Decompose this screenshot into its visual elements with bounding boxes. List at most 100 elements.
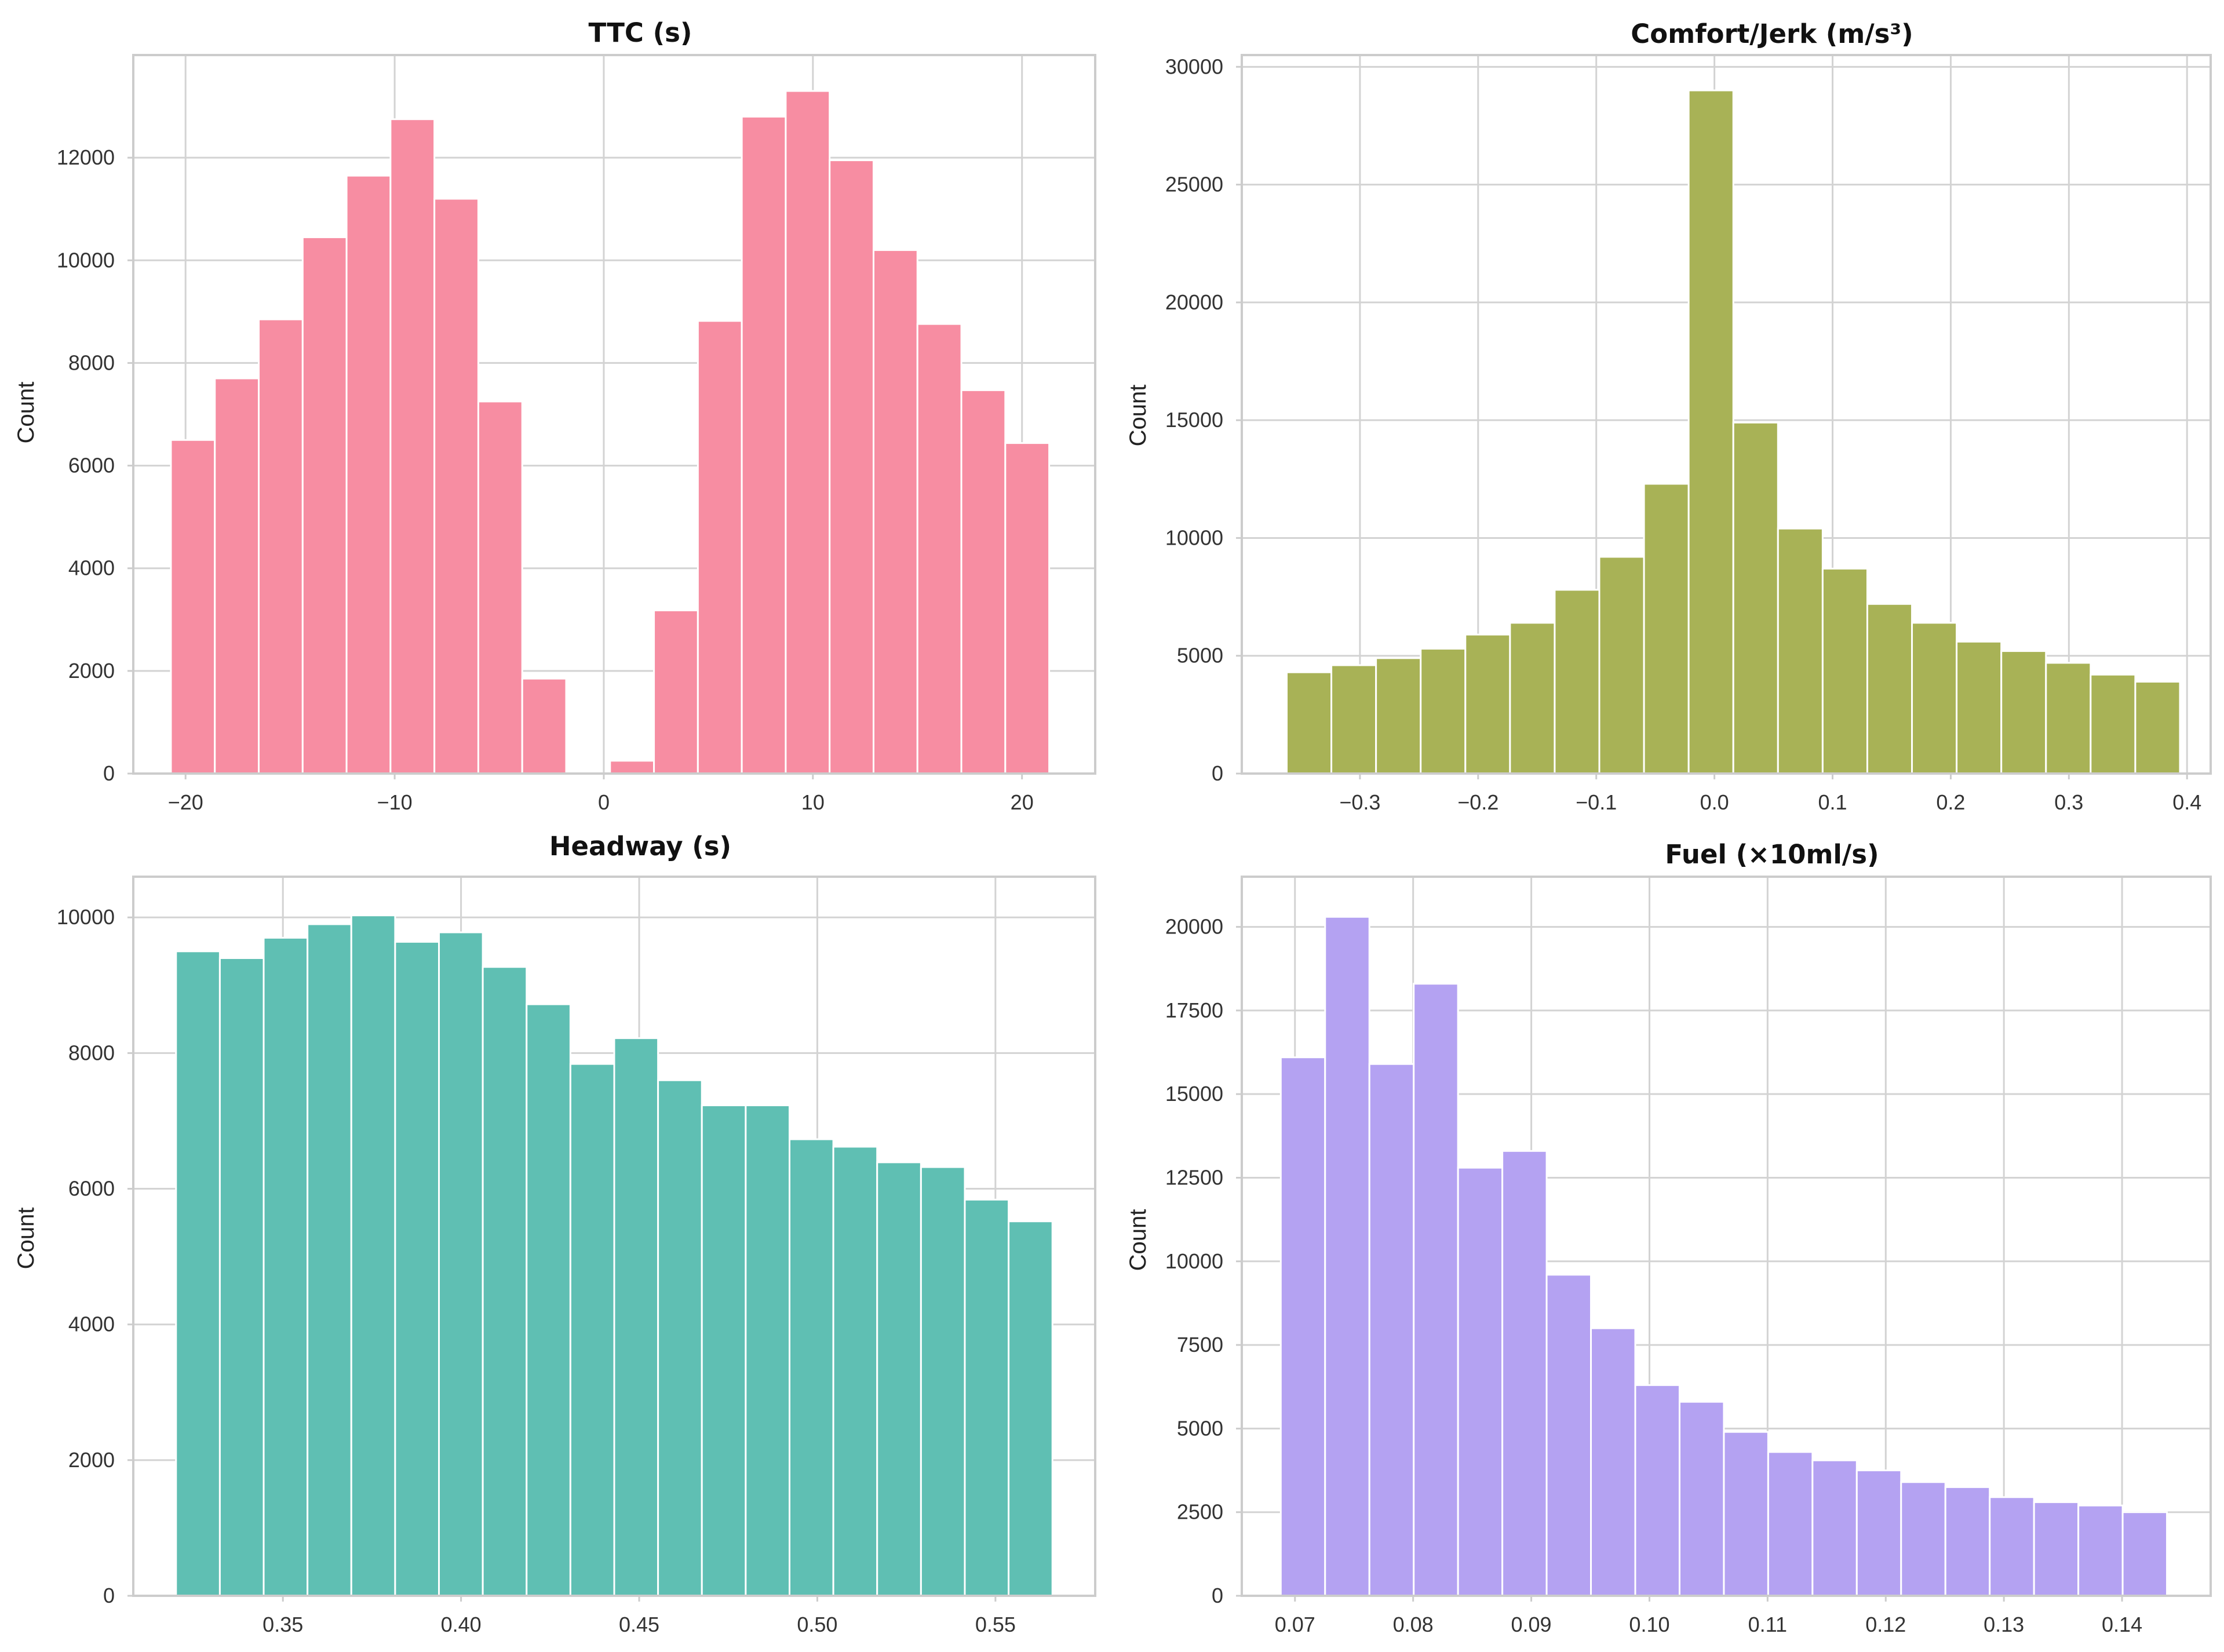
histogram-bar [1811,1459,1858,1597]
histogram-bar [1368,1063,1415,1597]
histogram-bar [262,936,309,1597]
plot-frame [1241,876,2212,1597]
y-tick-label: 0 [1212,761,1223,785]
plot-area: 0 2000 4000 6000 8000 10000 0.35 0.40 0.45 0.50 0.… [57,876,1096,1636]
histogram-bar [1732,421,1779,775]
histogram-bar [1866,603,1913,775]
chart-title: Headway (s) [549,831,731,862]
histogram-bar [701,1104,747,1597]
y-tick-label: 0 [103,761,115,785]
histogram-bar [1413,983,1459,1597]
chart-title: Fuel (×10ml/s) [1665,839,1879,870]
histogram-bar [785,90,831,775]
y-axis-label: Count [13,382,39,444]
y-tick-label: 4000 [68,556,115,580]
histogram-bar [964,1198,1010,1597]
y-tick-label: 7500 [1177,1333,1223,1356]
histogram-bar [2090,673,2137,775]
plot-area: 0 5000 10000 15000 20000 25000 30000 −0.3 −0.2 −0… [1165,54,2212,814]
x-tick-label: 0.3 [2054,790,2083,814]
histogram-bar [832,1146,878,1597]
histogram-bar [1900,1481,1946,1597]
histogram-bar [1420,648,1467,775]
panel-headway: Headway (s) Count 0 2000 4000 6000 8000 10000… [13,831,1096,1636]
histogram-bar [258,318,304,775]
histogram-bar [2045,662,2092,775]
histogram-bar [477,400,523,775]
plot-area: 0 2000 4000 6000 8000 10000 12000 −20 −10 0 10 20 [57,54,1096,814]
histogram-bar [1989,1496,2035,1597]
y-tick-label: 2000 [68,1448,115,1472]
histogram-bar [960,389,1007,775]
histogram-bar [1375,657,1422,775]
plot-frame [1241,54,2212,775]
histogram-bar [1285,671,1333,775]
y-tick-label: 2500 [1177,1500,1223,1524]
x-tick-label: 0 [598,790,610,814]
histogram-bar [609,760,655,775]
histogram-bar [788,1138,834,1597]
x-tick-label: 0.2 [1936,790,1965,814]
x-tick-label: 0.1 [1818,790,1847,814]
histogram-bar [1501,1150,1548,1597]
y-tick-label: 12000 [57,145,115,169]
histogram-bar [1464,633,1511,775]
histogram-bar [394,940,440,1597]
histogram-bar [214,377,260,775]
y-tick-label: 5000 [1177,1416,1223,1440]
y-tick-label: 10000 [57,905,115,929]
histogram-bar [920,1166,966,1597]
histogram-bar [1008,1220,1053,1597]
histogram-bar [1634,1384,1680,1597]
y-tick-label: 10000 [57,248,115,272]
histogram-bar [218,957,265,1597]
histogram-bar [1324,916,1370,1597]
histogram-bar [569,1063,615,1597]
histogram-bar [438,931,484,1597]
x-tick-label: −0.3 [1339,790,1380,814]
y-axis-label: Count [1125,385,1151,447]
x-tick-label: 0.09 [1511,1613,1552,1636]
histogram-bar [876,1161,922,1597]
x-tick-label: 0.4 [2172,790,2201,814]
y-axis-label: Count [13,1208,39,1270]
histogram-bar [745,1104,790,1597]
y-tick-label: 8000 [68,351,115,374]
histogram-bar [2077,1504,2124,1597]
y-tick-label: 20000 [1165,915,1223,939]
panel-ttc: TTC (s) Count 0 2000 4000 6000 8000 10000 1200… [13,17,1096,814]
histogram-bar [307,923,352,1597]
histogram-bar [872,249,918,775]
histogram-bar [1777,527,1824,775]
histogram-bar [1330,664,1377,775]
histogram-bar [1590,1327,1636,1597]
histogram-bar [657,1079,703,1597]
y-tick-label: 10000 [1165,526,1223,549]
histogram-bar [1509,622,1556,775]
y-tick-label: 25000 [1165,173,1223,196]
y-tick-label: 8000 [68,1041,115,1064]
chart-title: TTC (s) [588,17,692,48]
panel-comfort-jerk: Comfort/Jerk (m/s³) Count 0 5000 10000 1500… [1125,19,2212,814]
histogram-bar [1855,1469,1902,1597]
plot-frame [132,54,1096,775]
y-tick-label: 15000 [1165,408,1223,432]
histogram-bar [1598,556,1645,775]
histogram-bar [526,1003,571,1597]
histogram-bar [1687,89,1734,775]
histogram-bar [1457,1166,1504,1597]
x-tick-label: −10 [377,790,413,814]
histogram-bar [697,320,743,775]
x-tick-label: 0.13 [1984,1613,2024,1636]
x-tick-label: 20 [1011,790,1034,814]
histogram-bar [741,115,787,775]
x-tick-label: 0.45 [619,1613,659,1636]
histogram-bar [829,159,874,775]
y-tick-label: 10000 [1165,1249,1223,1273]
plot-area: 0 2500 5000 7500 10000 12500 15000 17500 20000 0.… [1165,876,2212,1636]
histogram-bar [2033,1501,2080,1597]
histogram-bar [389,118,436,775]
histogram-bar [301,236,348,775]
histogram-bar [2000,650,2047,775]
